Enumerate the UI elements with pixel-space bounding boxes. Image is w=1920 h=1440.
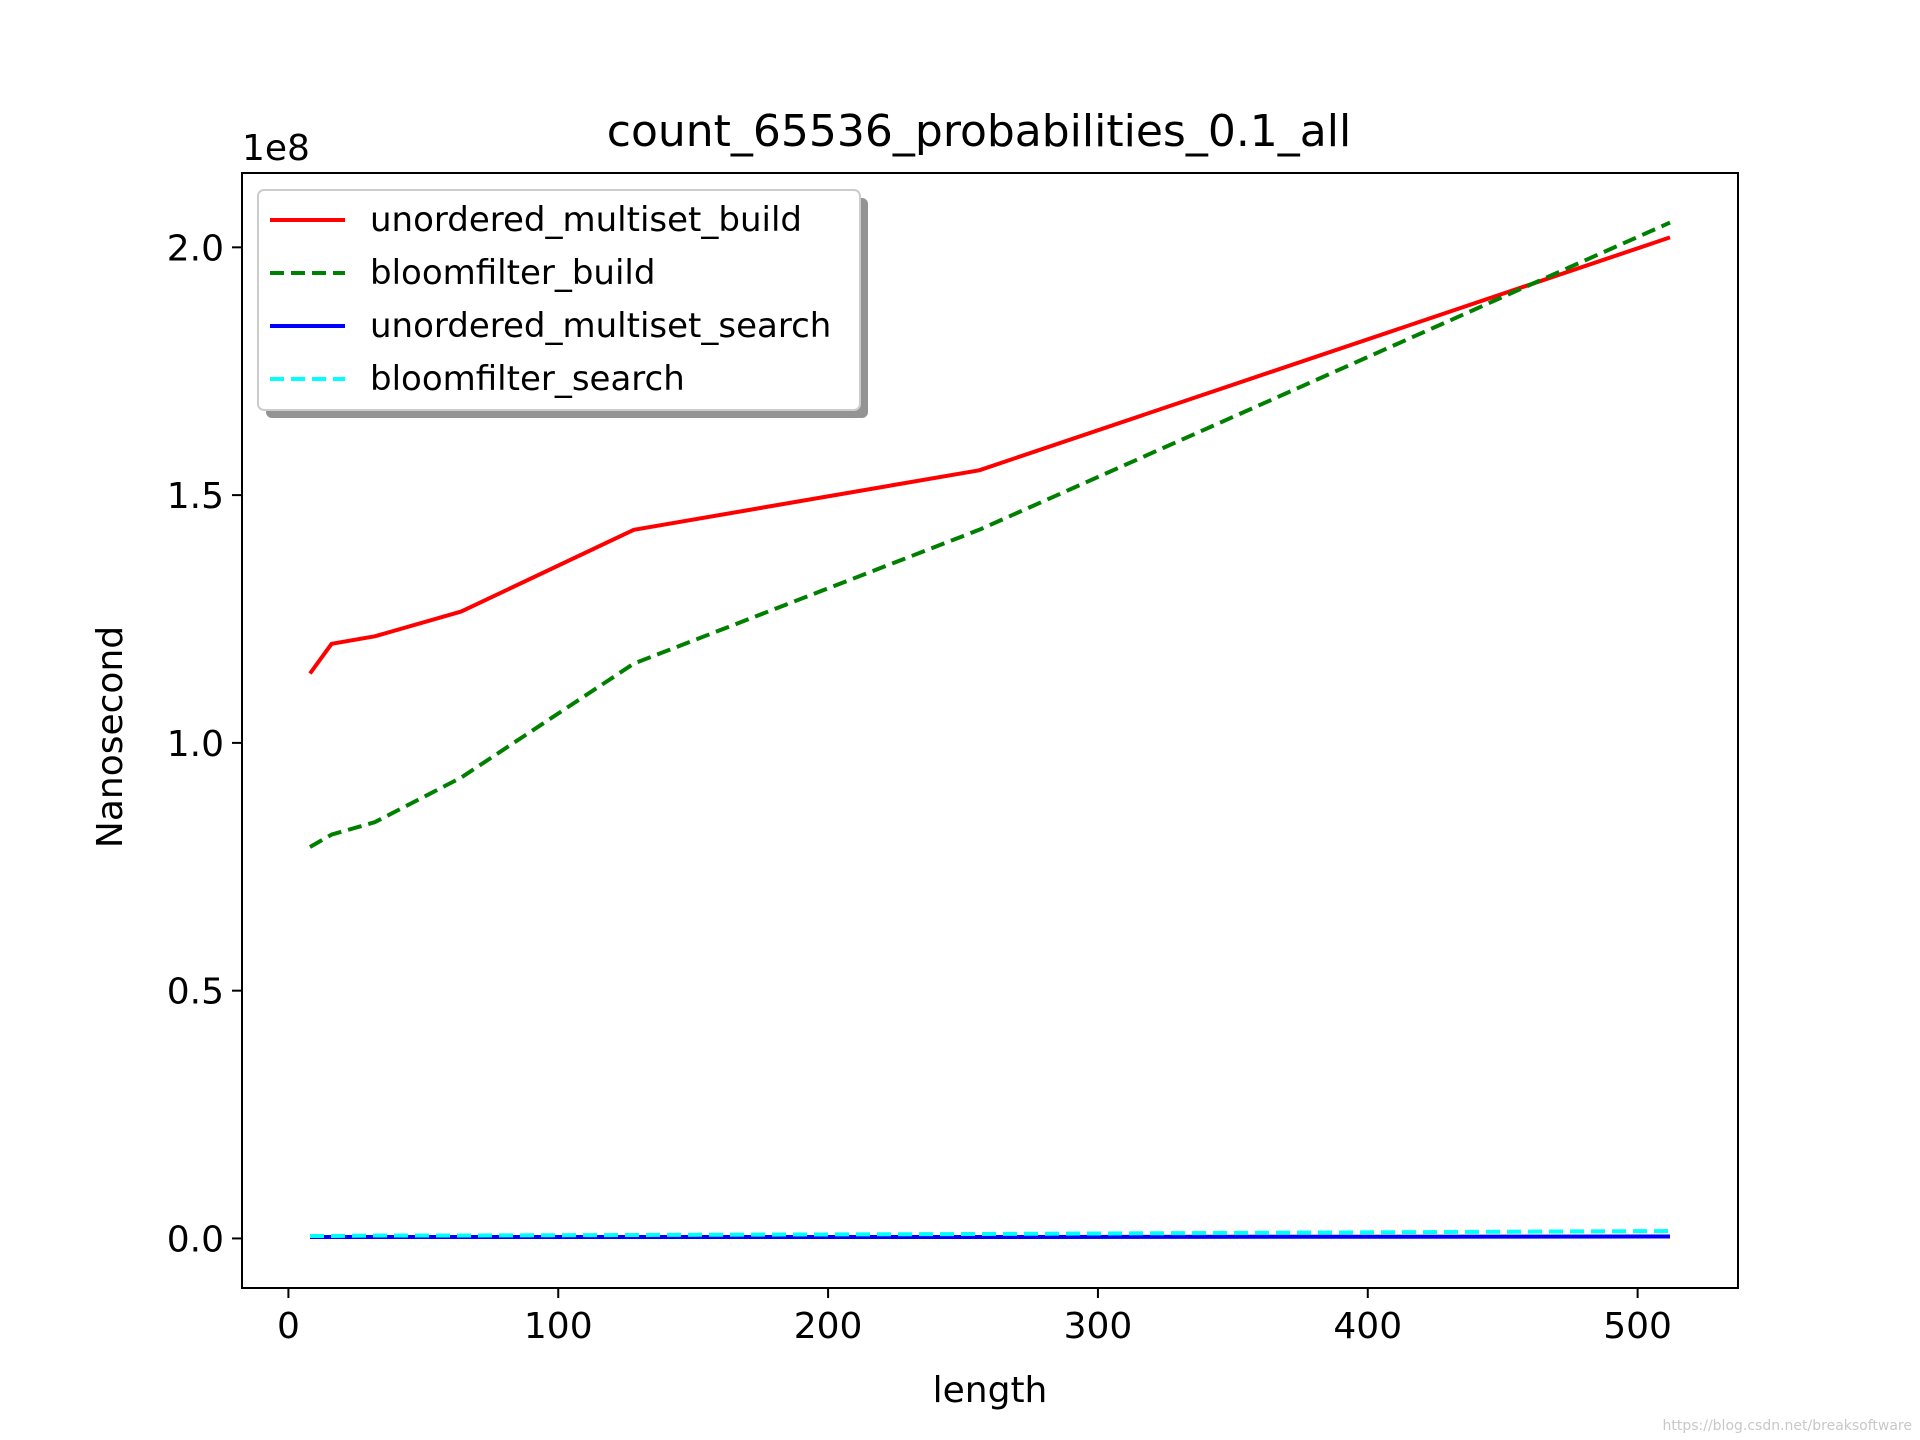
y-tick-label: 2.0: [167, 228, 224, 269]
series-line-unordered-multiset-build: [308, 235, 1671, 675]
y-tick-label: 1.0: [167, 724, 224, 765]
y-tick-label: 0.0: [167, 1219, 224, 1260]
chart-title: count_65536_probabilities_0.1_all: [607, 106, 1351, 157]
watermark: https://blog.csdn.net/breaksoftware: [1662, 1418, 1912, 1434]
y-tick-label: 1.5: [167, 476, 224, 517]
x-tick-label: 100: [524, 1306, 593, 1347]
x-tick-label: 300: [1064, 1306, 1133, 1347]
legend-items: unordered_multiset_build bloomfilter_buil…: [270, 200, 831, 399]
x-tick-label: 500: [1603, 1306, 1672, 1347]
series-line-bloomfilter-search: [310, 1229, 1671, 1238]
x-tick-label: 400: [1333, 1306, 1402, 1347]
legend-label: unordered_multiset_build: [370, 200, 802, 240]
legend-box: [257, 189, 861, 411]
plot-frame: [241, 172, 1739, 1289]
y-axis-label: Nanosecond: [90, 626, 131, 848]
y-axis-offset-label: 1e8: [242, 128, 310, 169]
x-tick-label: 0: [277, 1306, 300, 1347]
series-line-unordered-multiset-search: [310, 1234, 1671, 1239]
x-axis-label: length: [933, 1370, 1048, 1411]
y-axis-ticks: 0.0 0.5 1.0 1.5 2.0: [167, 228, 242, 1260]
series-line-bloomfilter-build: [309, 220, 1671, 849]
legend-label: bloomfilter_build: [370, 253, 655, 293]
legend-label: unordered_multiset_search: [370, 306, 831, 346]
plot-series: [308, 220, 1671, 1239]
legend: unordered_multiset_build bloomfilter_buil…: [257, 189, 868, 418]
y-tick-label: 0.5: [167, 972, 224, 1013]
legend-label: bloomfilter_search: [370, 359, 685, 399]
x-tick-label: 200: [794, 1306, 863, 1347]
x-axis-ticks: 0 100 200 300 400 500: [277, 1288, 1672, 1347]
